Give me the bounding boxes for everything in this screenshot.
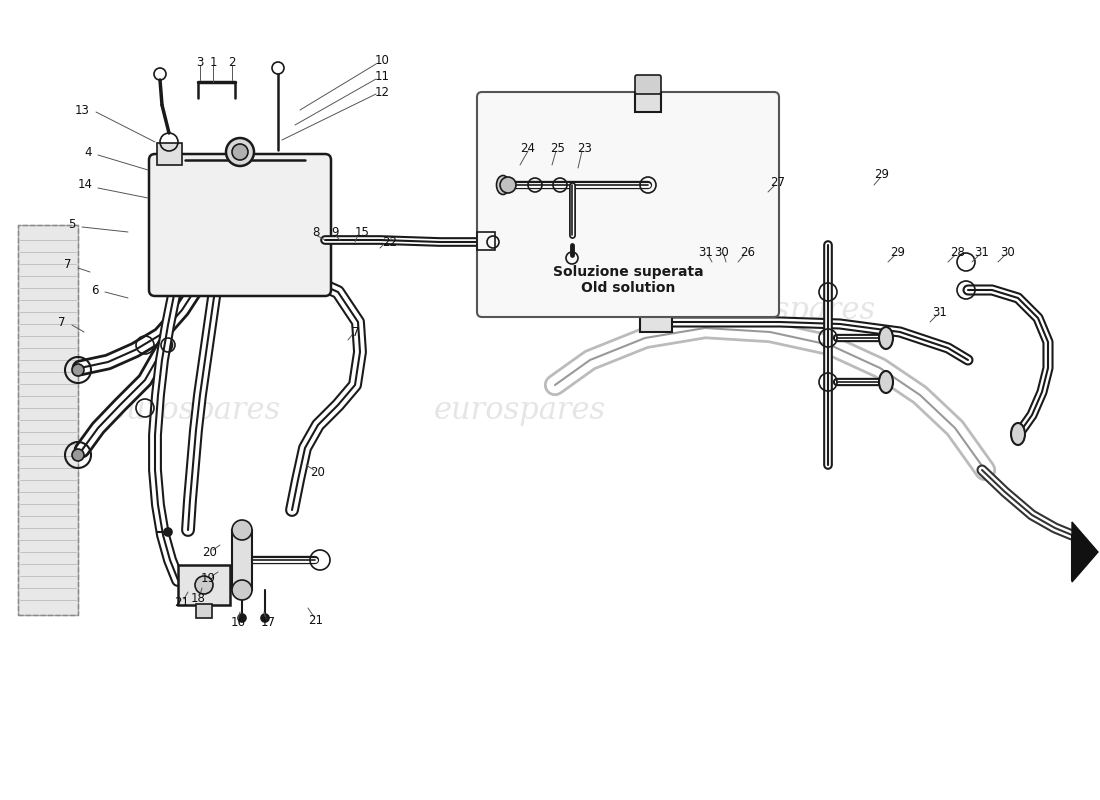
- Text: 29: 29: [874, 169, 890, 182]
- Text: 14: 14: [77, 178, 92, 191]
- Text: 3: 3: [196, 55, 204, 69]
- Text: 7: 7: [352, 326, 360, 338]
- Text: 30: 30: [715, 246, 729, 258]
- Text: 17: 17: [261, 615, 275, 629]
- Text: 18: 18: [190, 591, 206, 605]
- Text: 23: 23: [578, 142, 593, 154]
- Text: 16: 16: [231, 615, 245, 629]
- Circle shape: [72, 449, 84, 461]
- Text: 26: 26: [740, 246, 756, 258]
- Text: 9: 9: [331, 226, 339, 238]
- Text: 25: 25: [551, 142, 565, 154]
- Text: 1: 1: [209, 55, 217, 69]
- Text: eurospares: eurospares: [433, 394, 606, 426]
- Circle shape: [72, 364, 84, 376]
- Ellipse shape: [879, 327, 893, 349]
- Text: 29: 29: [891, 246, 905, 258]
- Circle shape: [232, 580, 252, 600]
- Polygon shape: [1072, 522, 1098, 582]
- Text: 24: 24: [520, 142, 536, 154]
- Circle shape: [500, 177, 516, 193]
- Text: 21: 21: [175, 595, 189, 609]
- Ellipse shape: [496, 175, 509, 194]
- Text: 31: 31: [698, 246, 714, 258]
- Text: 31: 31: [933, 306, 947, 318]
- Text: 6: 6: [91, 283, 99, 297]
- Circle shape: [261, 614, 270, 622]
- Text: 10: 10: [375, 54, 389, 66]
- Text: 5: 5: [68, 218, 76, 231]
- Text: 12: 12: [374, 86, 389, 98]
- FancyBboxPatch shape: [477, 92, 779, 317]
- Bar: [157, 143, 182, 165]
- Text: 31: 31: [975, 246, 989, 258]
- Text: 15: 15: [354, 226, 370, 238]
- Ellipse shape: [879, 371, 893, 393]
- Bar: [18, 225, 78, 615]
- Bar: [18, 225, 78, 615]
- Text: 20: 20: [202, 546, 218, 558]
- Bar: [477, 232, 495, 250]
- Text: Old solution: Old solution: [581, 281, 675, 295]
- Text: eurospares: eurospares: [704, 294, 876, 326]
- FancyBboxPatch shape: [148, 154, 331, 296]
- Text: 7: 7: [58, 315, 66, 329]
- Text: 19: 19: [200, 571, 216, 585]
- Circle shape: [164, 528, 172, 536]
- Text: 28: 28: [950, 246, 966, 258]
- Bar: [232, 530, 252, 590]
- Text: 2: 2: [229, 55, 235, 69]
- Bar: [196, 604, 212, 618]
- Text: 8: 8: [312, 226, 320, 238]
- Text: 22: 22: [383, 235, 397, 249]
- Bar: [178, 565, 230, 605]
- Text: 20: 20: [310, 466, 326, 478]
- Circle shape: [226, 138, 254, 166]
- FancyBboxPatch shape: [635, 75, 661, 94]
- Text: 13: 13: [75, 103, 89, 117]
- Text: 21: 21: [308, 614, 323, 626]
- Text: 4: 4: [85, 146, 91, 158]
- Ellipse shape: [1011, 423, 1025, 445]
- Text: 7: 7: [64, 258, 72, 271]
- Bar: [640, 308, 672, 332]
- Circle shape: [232, 520, 252, 540]
- Text: eurospares: eurospares: [109, 394, 282, 426]
- Circle shape: [232, 144, 248, 160]
- Text: 30: 30: [1001, 246, 1015, 258]
- Text: Soluzione superata: Soluzione superata: [552, 265, 703, 279]
- Text: 27: 27: [770, 175, 785, 189]
- Text: 11: 11: [374, 70, 389, 82]
- Bar: [635, 92, 661, 112]
- Circle shape: [238, 614, 246, 622]
- Circle shape: [195, 576, 213, 594]
